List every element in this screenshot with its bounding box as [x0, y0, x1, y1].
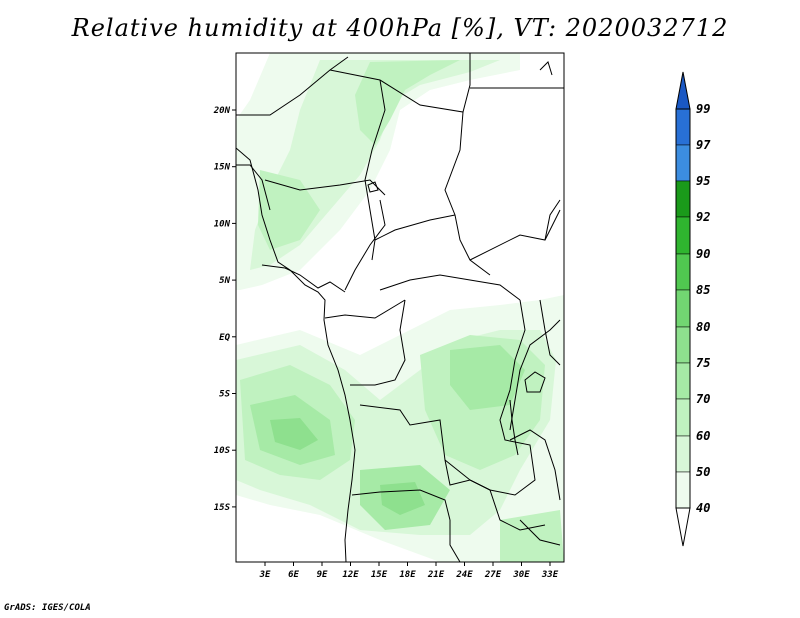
colorbar-label: 70 — [696, 392, 710, 406]
colorbar-segment — [675, 435, 691, 473]
lake-tanganyika — [509, 399, 519, 456]
colorbar-top-arrow — [675, 71, 691, 110]
lon-tick-label: 12E — [342, 570, 359, 580]
credit-label: GrADS: IGES/COLA — [4, 603, 91, 613]
border-kenya — [539, 299, 561, 366]
border-congo-drc — [350, 299, 406, 386]
colorbar-segment — [675, 216, 691, 255]
lat-tick-label: EQ — [219, 333, 230, 343]
coastline-gulf-guinea — [261, 264, 346, 293]
red-sea-coast — [539, 61, 553, 76]
border-niger-nigeria — [264, 179, 386, 196]
lon-tick-label: 6E — [288, 570, 299, 580]
colorbar-label: 75 — [696, 356, 710, 370]
border-east-lakes — [509, 319, 561, 431]
humidity-area-north-west — [258, 170, 320, 250]
lat-tick-label: 10N — [214, 219, 231, 229]
border-zambia — [444, 459, 546, 531]
border-algeria-niger — [329, 53, 471, 113]
colorbar-label: 97 — [696, 138, 711, 152]
country-borders — [236, 53, 564, 562]
chart-title: Relative humidity at 400hPa [%], VT: 202… — [71, 14, 729, 42]
colorbar-segment — [675, 471, 691, 509]
border-car — [374, 214, 456, 241]
colorbar-segment — [675, 108, 691, 146]
colorbar-segment — [675, 144, 691, 182]
colorbar-label: 95 — [696, 174, 710, 188]
lon-tick-label: 33E — [541, 570, 559, 580]
border-car-south — [379, 274, 521, 301]
border-tanzania — [509, 429, 561, 501]
colorbar: 99 97 95 92 90 85 80 75 70 60 50 40 — [675, 71, 711, 547]
border-drc-east — [359, 299, 536, 496]
lat-tick-label: 5N — [219, 276, 230, 286]
border-nigeria-cameroon — [344, 199, 386, 291]
map-frame — [235, 52, 565, 563]
border-sudan-southsudan — [469, 209, 561, 261]
border-ethiopia — [544, 199, 561, 241]
lon-tick-label: 21E — [427, 570, 445, 580]
lat-tick-label: 20N — [213, 106, 231, 116]
lon-tick-label: 24E — [455, 570, 473, 580]
colorbar-label: 85 — [696, 283, 710, 297]
border-chad-sudan — [444, 111, 491, 276]
colorbar-label: 90 — [696, 247, 710, 261]
colorbar-segment — [675, 253, 691, 291]
lake-victoria — [524, 371, 546, 393]
lat-tick-label: 5S — [219, 390, 230, 400]
colorbar-label: 99 — [696, 102, 710, 116]
border-cameroon-congo — [324, 299, 406, 319]
lon-tick-label: 3E — [259, 570, 271, 580]
lon-tick-label: 27E — [484, 570, 502, 580]
border-mozambique — [519, 519, 561, 546]
colorbar-bottom-arrow — [675, 507, 691, 547]
colorbar-label: 50 — [696, 465, 710, 479]
colorbar-segment — [675, 289, 691, 328]
humidity-area-sw-peak — [270, 418, 318, 450]
lon-tick-label: 18E — [399, 570, 416, 580]
colorbar-segment — [675, 362, 691, 400]
colorbar-segment — [675, 180, 691, 218]
latitude-axis: 20N 15N 10N 5N EQ 5S 10S 15S — [213, 106, 236, 513]
lon-tick-label: 15E — [371, 570, 388, 580]
colorbar-segment — [675, 398, 691, 437]
colorbar-label: 60 — [696, 429, 710, 443]
lon-tick-label: 9E — [317, 570, 328, 580]
lat-tick-label: 15S — [214, 503, 231, 513]
border-angola-namibia — [351, 489, 451, 521]
border-mali-niger — [236, 56, 349, 116]
colorbar-label: 92 — [696, 210, 710, 224]
colorbar-outline — [675, 108, 691, 509]
lon-tick-label: 30E — [512, 570, 530, 580]
coastline-west-africa — [236, 147, 356, 562]
longitude-axis: 3E 6E 9E 12E 15E 18E 21E 24E 27E 30E 33E — [259, 562, 559, 580]
border-namibia-botswana — [449, 520, 461, 562]
humidity-area-congo — [450, 345, 525, 410]
colorbar-segment — [675, 326, 691, 364]
lat-tick-label: 15N — [214, 163, 231, 173]
lake-chad — [367, 181, 379, 193]
colorbar-label: 80 — [696, 320, 710, 334]
lat-tick-label: 10S — [214, 446, 231, 456]
colorbar-label: 40 — [696, 501, 710, 515]
humidity-shading — [236, 53, 564, 562]
humidity-area-southeast — [500, 510, 564, 562]
border-sahel-west — [236, 164, 271, 211]
